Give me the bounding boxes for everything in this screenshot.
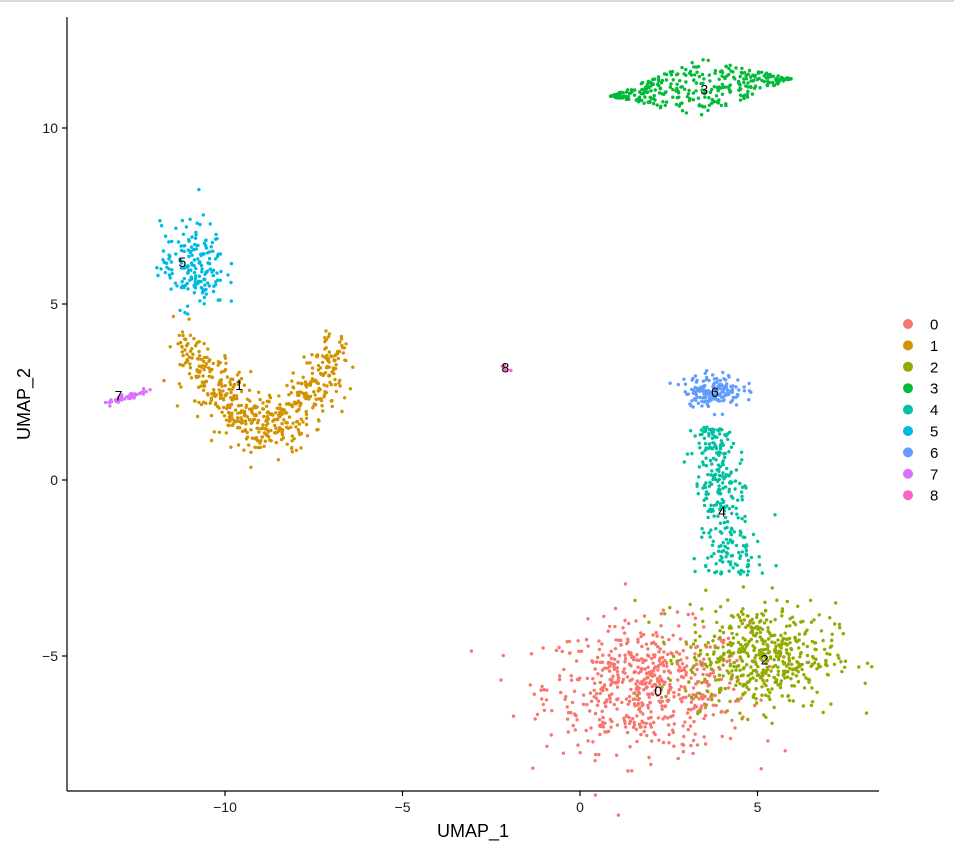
legend-item-2: 2 <box>903 359 938 376</box>
cluster-label-7: 7 <box>115 388 123 404</box>
legend-label: 3 <box>930 381 938 398</box>
cluster-1-points <box>162 314 355 469</box>
y-tick-label: 5 <box>50 296 58 312</box>
legend-label: 4 <box>930 402 938 419</box>
legend-swatch-icon <box>903 340 913 351</box>
x-tick-label: 5 <box>754 799 762 815</box>
legend-swatch-icon <box>903 319 913 329</box>
legend-label: 2 <box>930 359 938 376</box>
y-tick-label: 0 <box>50 472 58 488</box>
cluster-5-points <box>155 187 234 316</box>
cluster-label-1: 1 <box>235 377 243 393</box>
legend-label: 0 <box>930 317 938 334</box>
x-tick-label: −10 <box>213 799 237 815</box>
cluster-7-points <box>103 387 152 408</box>
cluster-6-points <box>668 369 753 417</box>
legend-item-1: 1 <box>903 338 938 355</box>
legend: 0 1 2 3 4 5 6 7 8 <box>903 317 938 505</box>
cluster-label-0: 0 <box>654 683 662 699</box>
legend-item-6: 6 <box>903 445 938 462</box>
x-tick-label: −5 <box>395 799 411 815</box>
legend-swatch-icon <box>903 447 913 458</box>
window-top-border <box>0 0 954 2</box>
legend-item-4: 4 <box>903 402 938 419</box>
y-axis-title: UMAP_2 <box>14 368 35 440</box>
legend-swatch-icon <box>903 490 913 501</box>
y-tick-label: −5 <box>42 648 58 664</box>
cluster-8-points <box>500 363 513 373</box>
legend-swatch-icon <box>903 426 913 436</box>
data-points <box>103 58 874 817</box>
legend-swatch-icon <box>903 404 913 415</box>
y-tick-label: 10 <box>42 120 58 136</box>
legend-item-0: 0 <box>903 317 938 334</box>
legend-swatch-icon <box>903 468 913 479</box>
cluster-label-4: 4 <box>718 504 726 520</box>
cluster-label-6: 6 <box>711 384 719 400</box>
cluster-labels: 0 1 2 3 4 5 6 7 8 <box>115 81 769 699</box>
x-axis-ticks: −10 −5 0 5 <box>213 791 762 815</box>
y-axis-ticks: −5 0 5 10 <box>42 120 67 664</box>
x-axis-title: UMAP_1 <box>437 821 509 842</box>
legend-label: 7 <box>930 466 938 483</box>
cluster-2-points <box>633 585 874 725</box>
legend-item-7: 7 <box>903 466 938 483</box>
legend-item-3: 3 <box>903 381 938 398</box>
legend-label: 8 <box>930 488 938 505</box>
cluster-label-2: 2 <box>761 652 769 668</box>
legend-swatch-icon <box>903 361 913 372</box>
cluster-3-points <box>608 58 793 117</box>
legend-label: 1 <box>930 338 938 355</box>
x-tick-label: 0 <box>576 799 584 815</box>
legend-swatch-icon <box>903 383 913 394</box>
cluster-label-8: 8 <box>502 359 510 375</box>
cluster-label-3: 3 <box>700 81 708 97</box>
legend-item-5: 5 <box>903 424 938 441</box>
cluster-label-5: 5 <box>179 254 187 270</box>
legend-label: 6 <box>930 445 938 462</box>
legend-label: 5 <box>930 424 938 441</box>
cluster-4-points <box>682 425 778 577</box>
legend-item-8: 8 <box>903 488 938 505</box>
